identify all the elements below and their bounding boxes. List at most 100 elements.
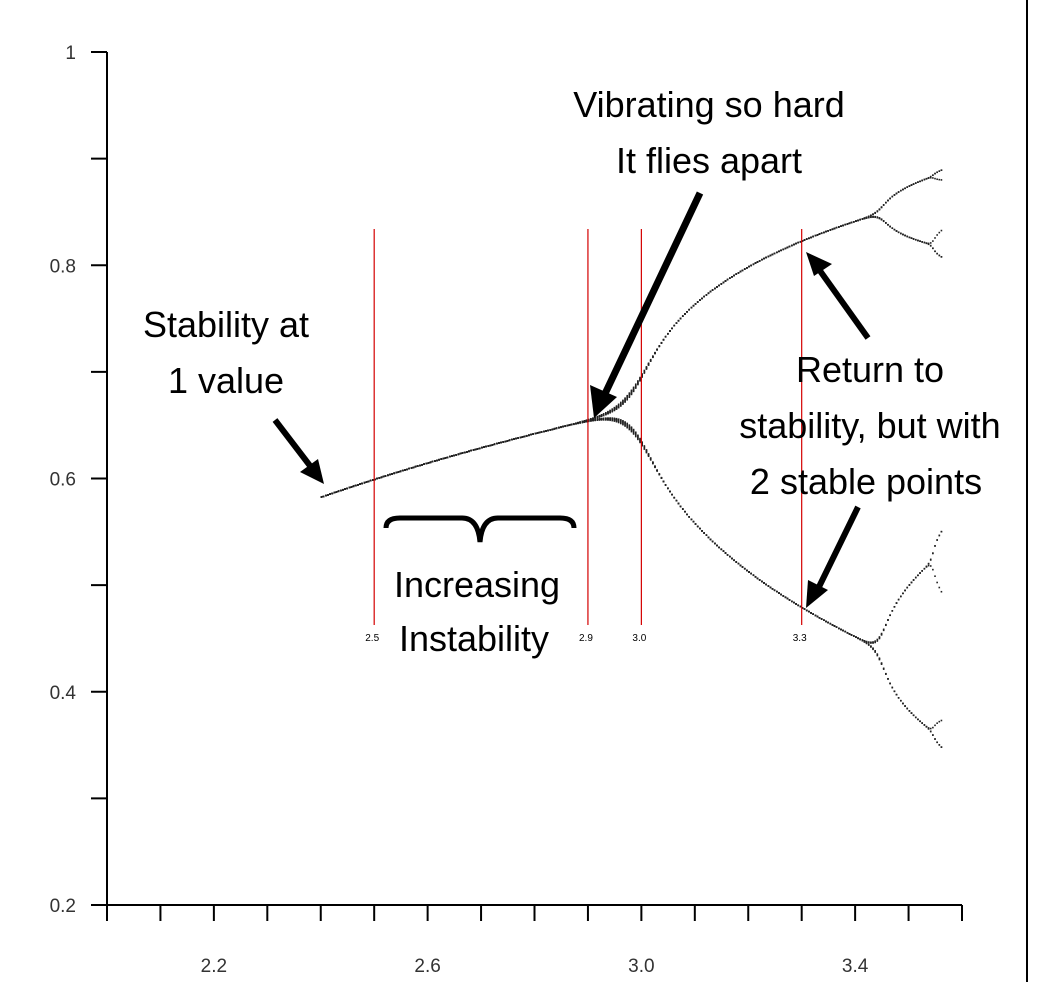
data-point: [737, 562, 740, 565]
data-point: [880, 218, 883, 220]
data-point: [786, 246, 789, 249]
data-point: [515, 437, 517, 440]
data-point: [626, 398, 629, 401]
data-point: [835, 226, 838, 229]
data-point: [852, 221, 855, 223]
data-point: [596, 418, 599, 420]
data-point: [327, 494, 329, 496]
data-point: [564, 425, 567, 427]
data-point: [769, 586, 772, 589]
data-point: [936, 234, 938, 236]
data-point: [626, 422, 629, 425]
data-point: [534, 432, 537, 435]
data-point: [560, 426, 562, 428]
data-point: [622, 403, 624, 405]
data-point: [632, 431, 635, 433]
data-point: [525, 434, 528, 437]
data-point: [917, 718, 919, 721]
data-point: [493, 443, 496, 446]
data-point: [658, 473, 661, 475]
data-point: [914, 238, 917, 241]
data-point: [878, 657, 881, 660]
data-point: [566, 424, 569, 427]
data-point: [921, 570, 923, 572]
annotation-increasing: Increasing Instability: [383, 515, 577, 659]
data-point: [902, 233, 904, 236]
data-point: [902, 592, 904, 595]
data-point: [763, 257, 765, 260]
data-point: [602, 417, 605, 420]
data-point: [634, 434, 637, 437]
data-point: [891, 610, 894, 612]
data-point: [812, 613, 814, 615]
data-point: [878, 217, 881, 219]
data-point: [669, 490, 671, 493]
data-point: [902, 702, 904, 705]
data-point: [833, 227, 836, 230]
data-point: [923, 178, 926, 181]
data-point: [904, 589, 906, 592]
data-point: [660, 476, 663, 479]
annotation-stability-one: Stability at 1 value: [143, 304, 324, 484]
data-point: [536, 432, 539, 434]
data-point: [743, 567, 746, 570]
data-point: [361, 482, 363, 485]
bifurcation-points: [320, 169, 943, 748]
data-point: [626, 396, 629, 399]
data-point: [823, 231, 825, 234]
data-point: [705, 294, 708, 296]
data-point: [788, 245, 791, 248]
curly-brace: [383, 515, 577, 543]
data-point: [859, 638, 861, 641]
data-point: [934, 724, 936, 727]
data-point: [594, 417, 596, 420]
data-point: [626, 394, 629, 397]
data-point: [628, 428, 631, 431]
data-point: [438, 458, 440, 461]
data-point: [891, 686, 894, 689]
data-point: [840, 225, 842, 227]
data-point: [449, 455, 451, 458]
data-point: [607, 412, 609, 415]
data-point: [675, 499, 678, 502]
data-point: [681, 315, 684, 317]
data-point: [508, 439, 511, 442]
annotation-increasing-line-2: Instability: [399, 618, 549, 659]
data-point: [600, 417, 603, 420]
data-point: [626, 426, 629, 429]
data-point: [927, 564, 930, 567]
data-point: [825, 230, 827, 233]
data-point: [528, 434, 530, 437]
data-point: [835, 626, 838, 628]
y-tick-label: 0.8: [50, 256, 76, 277]
data-point: [487, 445, 490, 447]
data-point: [882, 667, 885, 670]
data-point: [912, 238, 915, 240]
vertical-line-label: 2.5: [365, 633, 379, 644]
data-point: [932, 174, 934, 177]
data-point: [865, 642, 868, 644]
data-point: [649, 457, 652, 459]
data-point: [594, 418, 596, 421]
data-point: [436, 459, 438, 462]
data-point: [630, 391, 633, 393]
annotation-vibrating-line-1: Vibrating so hard: [573, 84, 845, 125]
data-point: [769, 254, 772, 257]
data-point: [797, 241, 800, 244]
data-point: [662, 339, 665, 341]
data-point: [940, 256, 943, 258]
data-point: [874, 649, 876, 652]
data-point: [553, 427, 556, 430]
data-point: [752, 263, 755, 266]
data-point: [331, 492, 334, 495]
data-point: [910, 184, 913, 186]
data-point: [936, 539, 938, 541]
data-point: [630, 393, 633, 396]
data-point: [722, 281, 725, 284]
data-point: [767, 585, 770, 587]
data-point: [912, 183, 915, 185]
data-point: [626, 425, 629, 428]
data-point: [929, 565, 932, 567]
data-point: [609, 411, 611, 414]
data-point: [885, 201, 887, 204]
